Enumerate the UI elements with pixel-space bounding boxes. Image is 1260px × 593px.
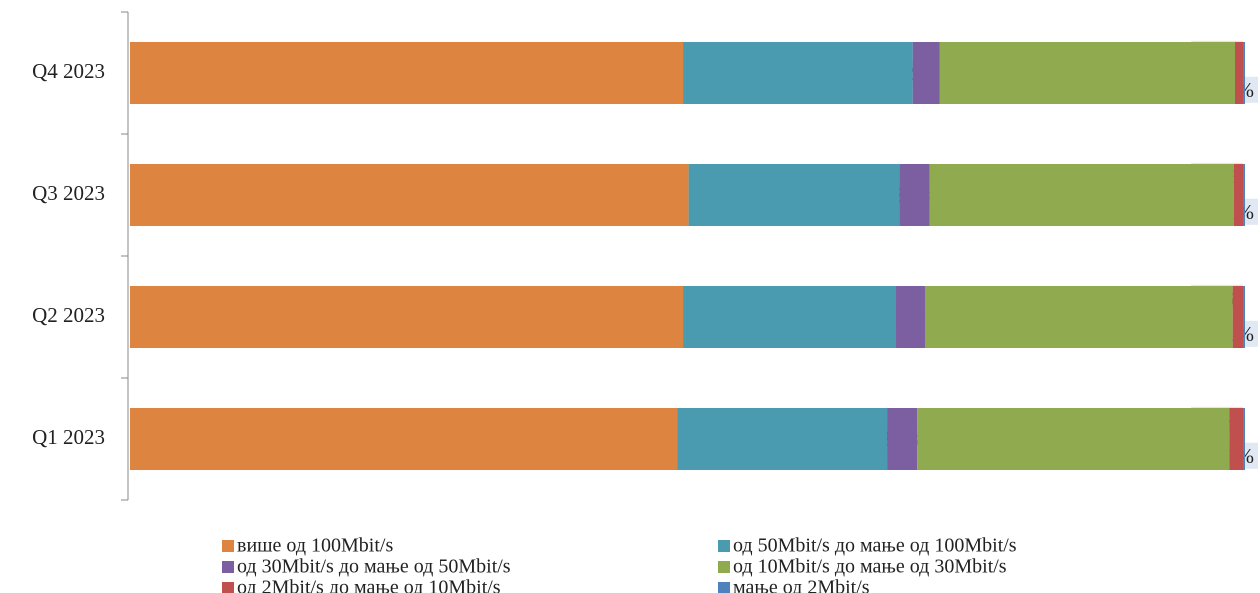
bar-segment	[924, 286, 1233, 348]
bar-segment	[887, 408, 918, 470]
bar-segment	[1243, 164, 1245, 226]
legend-swatch	[718, 582, 730, 593]
bar-segment	[939, 42, 1235, 104]
bar-segment	[1243, 42, 1245, 104]
legend-swatch	[718, 561, 730, 573]
legend-label: од 50Mbit/s до мање од 100Mbit/s	[733, 535, 1017, 557]
bar-segment	[130, 42, 684, 104]
bar-segment	[130, 408, 678, 470]
bar-segment	[130, 286, 684, 348]
bar-segment	[130, 164, 689, 226]
bar-segment	[917, 408, 1230, 470]
y-tick-label: Q1 2023	[32, 425, 105, 449]
legend-swatch	[222, 561, 234, 573]
legend-label: од 30Mbit/s до мање од 50Mbit/s	[237, 556, 511, 578]
y-tick-label: Q2 2023	[32, 303, 105, 327]
legend-label: од 10Mbit/s до мање од 30Mbit/s	[733, 556, 1007, 578]
legend-swatch	[718, 540, 730, 552]
legend-swatch	[222, 540, 234, 552]
legend-label: више од 100Mbit/s	[237, 535, 393, 557]
bar-segment	[929, 164, 1234, 226]
bar-segment	[1229, 408, 1244, 470]
bar-segment	[683, 42, 913, 104]
bar-segment	[677, 408, 888, 470]
bar-segment	[1234, 42, 1244, 104]
bar-segment	[1243, 408, 1245, 470]
bar-segment	[1243, 286, 1245, 348]
bar-segment	[683, 286, 897, 348]
legend-swatch	[222, 582, 234, 593]
bar-segment	[1233, 164, 1244, 226]
bar-segment	[1232, 286, 1244, 348]
bar-segment	[688, 164, 900, 226]
bar-segment	[912, 42, 940, 104]
labels: 49,6%20,6%2,4%26,5%0,8%0,1%50,1%18,9%2,7…	[372, 40, 1258, 469]
legend-label: од 2Mbit/s до мање од 10Mbit/s	[237, 577, 501, 593]
y-tick-label: Q3 2023	[32, 181, 105, 205]
legend-label: мање од 2Mbit/s	[733, 577, 870, 593]
bar-segment	[896, 286, 925, 348]
y-tick-label: Q4 2023	[32, 59, 105, 83]
bar-segment	[899, 164, 930, 226]
